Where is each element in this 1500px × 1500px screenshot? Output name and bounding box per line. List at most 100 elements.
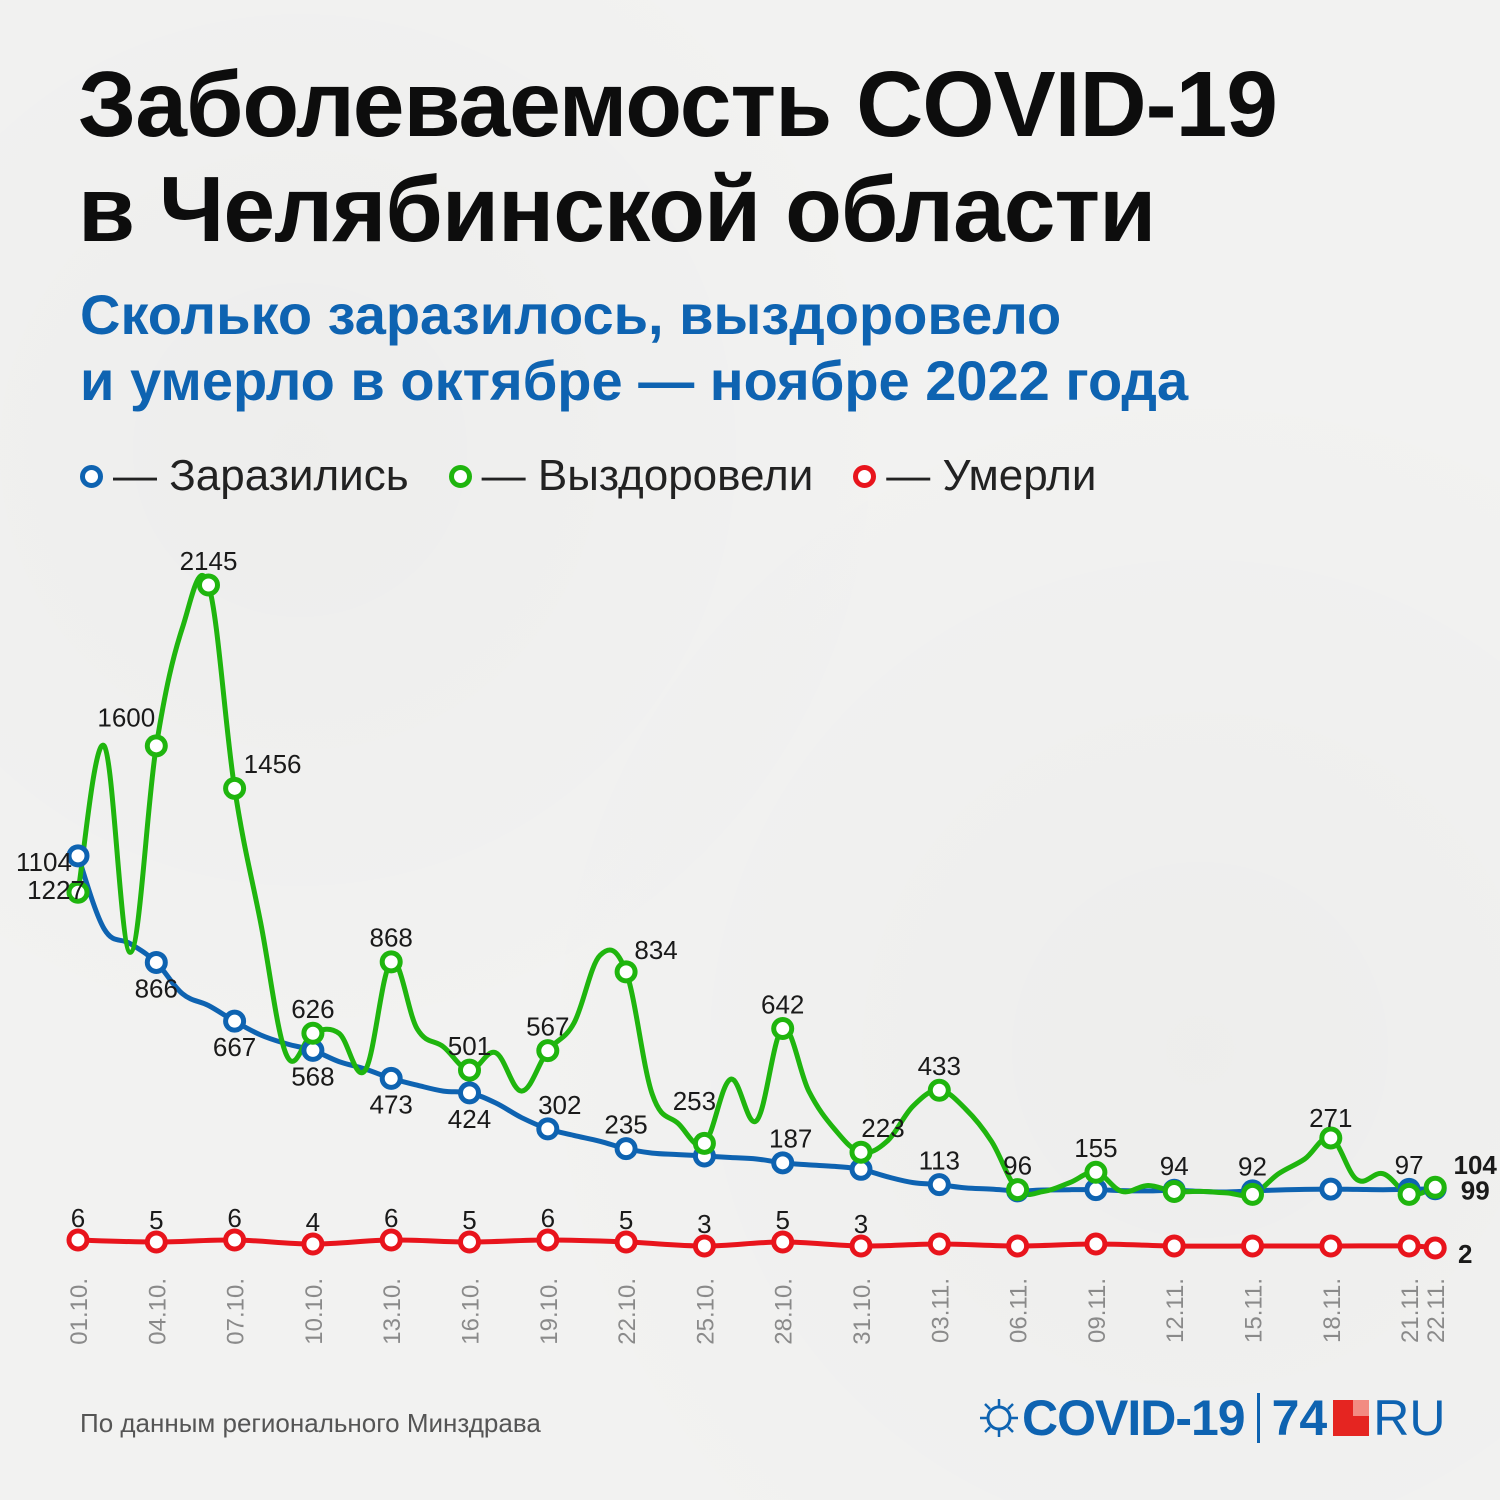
data-label-recovered-1: 1600	[97, 703, 155, 733]
data-point-recovered-4	[301, 1021, 325, 1045]
x-tick-label-14: 12.11.	[1162, 1278, 1189, 1343]
data-label-recovered-7: 567	[526, 1012, 569, 1042]
data-label-died-4: 6	[384, 1203, 398, 1233]
data-point-recovered-13	[1006, 1178, 1030, 1202]
series-line-died	[75, 1237, 1438, 1251]
data-point-died-5	[458, 1230, 481, 1254]
data-point-died-18	[1423, 1236, 1447, 1260]
x-tick-label-12: 06.11.	[1006, 1278, 1033, 1343]
x-tick-label-18: 22.11.	[1423, 1278, 1450, 1343]
data-label-died-7: 5	[619, 1205, 633, 1235]
data-point-recovered-14	[1084, 1160, 1108, 1184]
chart-legend: — Заразились — Выздоровели — Умерли	[80, 448, 1096, 504]
logo-ru-text: RU	[1373, 1390, 1446, 1446]
data-label-died-6: 6	[541, 1203, 555, 1233]
data-point-died-4	[379, 1228, 403, 1252]
data-point-infected-7	[614, 1137, 638, 1161]
data-label-infected-12: 97	[1395, 1150, 1424, 1180]
data-label-died-3: 4	[306, 1207, 320, 1237]
x-tick-label-1: 04.10.	[144, 1278, 171, 1345]
data-label-infected-9: 113	[919, 1146, 960, 1176]
data-point-recovered-5	[379, 950, 403, 974]
legend-item-recovered: — Выздоровели	[448, 451, 814, 501]
data-label-infected-4: 473	[370, 1089, 413, 1119]
data-point-recovered-18	[1397, 1182, 1421, 1206]
data-label-infected-5: 424	[448, 1104, 491, 1134]
data-label-recovered-12: 433	[918, 1051, 961, 1081]
subtitle-line-2: и умерло в октябре — ноябре 2022 года	[80, 349, 1189, 412]
brand-logo: COVID-19 74 RU	[978, 1383, 1445, 1453]
data-label-recovered-9: 253	[673, 1086, 716, 1116]
x-tick-label-3: 10.10.	[301, 1278, 328, 1345]
data-label-died-11: 2	[1458, 1239, 1472, 1269]
x-tick-label-11: 03.11.	[927, 1278, 954, 1343]
data-label-infected-6: 302	[538, 1090, 581, 1120]
data-point-recovered-10	[771, 1017, 795, 1041]
data-label-died-8: 3	[697, 1209, 711, 1239]
data-label-died-2: 6	[227, 1203, 241, 1233]
title-line-1: Заболеваемость COVID-19	[78, 52, 1278, 156]
x-tick-label-0: 01.10.	[66, 1278, 93, 1345]
data-point-recovered-16	[1241, 1182, 1264, 1206]
legend-item-died: — Умерли	[853, 451, 1096, 501]
data-point-infected-11	[927, 1173, 951, 1197]
data-point-recovered-0	[66, 880, 90, 904]
data-point-recovered-2	[197, 573, 220, 597]
data-label-recovered-2: 2145	[180, 546, 238, 576]
data-point-died-3	[301, 1232, 325, 1256]
logo-square-icon	[1333, 1400, 1370, 1436]
x-tick-label-2: 07.10.	[223, 1278, 250, 1345]
logo-site-number: 74	[1271, 1390, 1328, 1446]
data-point-died-14	[1162, 1234, 1186, 1258]
data-label-infected-1: 866	[135, 973, 178, 1003]
title-line-2: в Челябинской области	[78, 157, 1156, 261]
data-point-infected-5	[458, 1081, 481, 1105]
data-label-recovered-15: 271	[1309, 1103, 1352, 1133]
data-label-infected-10: 94	[1160, 1151, 1189, 1181]
data-label-recovered-0: 1104	[16, 847, 72, 877]
data-point-recovered-15	[1162, 1179, 1186, 1203]
data-label-infected-2: 667	[213, 1032, 256, 1062]
data-label-recovered-8: 834	[634, 935, 677, 965]
legend-marker-infected	[80, 464, 103, 488]
data-point-died-9	[771, 1230, 795, 1254]
data-point-recovered-12	[927, 1078, 951, 1102]
legend-label-recovered: — Выздоровели	[481, 451, 814, 500]
data-point-recovered-1	[144, 734, 168, 758]
data-label-died-9: 5	[775, 1205, 789, 1235]
data-point-died-6	[536, 1228, 560, 1252]
data-point-died-17	[1397, 1234, 1421, 1258]
series-line-infected	[75, 853, 1438, 1195]
data-point-infected-9	[771, 1151, 795, 1175]
data-point-recovered-6	[458, 1058, 481, 1082]
x-tick-label-10: 31.10.	[849, 1278, 876, 1345]
data-point-infected-4	[379, 1066, 403, 1090]
data-point-died-7	[614, 1230, 638, 1254]
page-title: Заболеваемость COVID-19 в Челябинской об…	[78, 52, 1458, 262]
data-label-infected-7: 235	[604, 1110, 647, 1140]
series-line-recovered	[75, 573, 1438, 1199]
data-label-recovered-10: 642	[761, 989, 804, 1019]
data-point-recovered-11	[849, 1140, 873, 1164]
data-label-infected-13: 99	[1461, 1176, 1490, 1206]
data-label-recovered-16: 104	[1454, 1150, 1498, 1180]
data-label-died-5: 5	[462, 1205, 476, 1235]
data-point-recovered-3	[223, 776, 247, 800]
data-point-infected-1	[144, 950, 168, 974]
data-label-infected-0: 1227	[27, 875, 85, 905]
data-point-died-13	[1084, 1232, 1108, 1256]
virus-icon	[980, 1399, 1018, 1437]
data-point-recovered-7	[536, 1039, 560, 1063]
data-label-died-10: 3	[854, 1209, 868, 1239]
x-tick-label-15: 15.11.	[1241, 1278, 1268, 1343]
data-point-died-15	[1241, 1234, 1264, 1258]
data-label-infected-8: 187	[769, 1124, 812, 1154]
subtitle: Сколько заразилось, выздоровело и умерло…	[80, 282, 1460, 414]
data-label-died-0: 6	[71, 1203, 85, 1233]
data-point-recovered-19	[1423, 1175, 1447, 1199]
subtitle-line-1: Сколько заразилось, выздоровело	[80, 283, 1062, 346]
data-label-recovered-4: 626	[291, 994, 334, 1024]
data-point-died-11	[927, 1232, 951, 1256]
